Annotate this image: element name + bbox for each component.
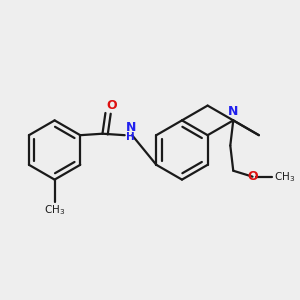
Text: N: N [228,105,238,118]
Text: N: N [126,121,136,134]
Text: CH$_3$: CH$_3$ [44,203,65,217]
Text: CH$_3$: CH$_3$ [274,170,295,184]
Text: O: O [247,170,258,183]
Text: O: O [106,99,117,112]
Text: H: H [126,132,135,142]
